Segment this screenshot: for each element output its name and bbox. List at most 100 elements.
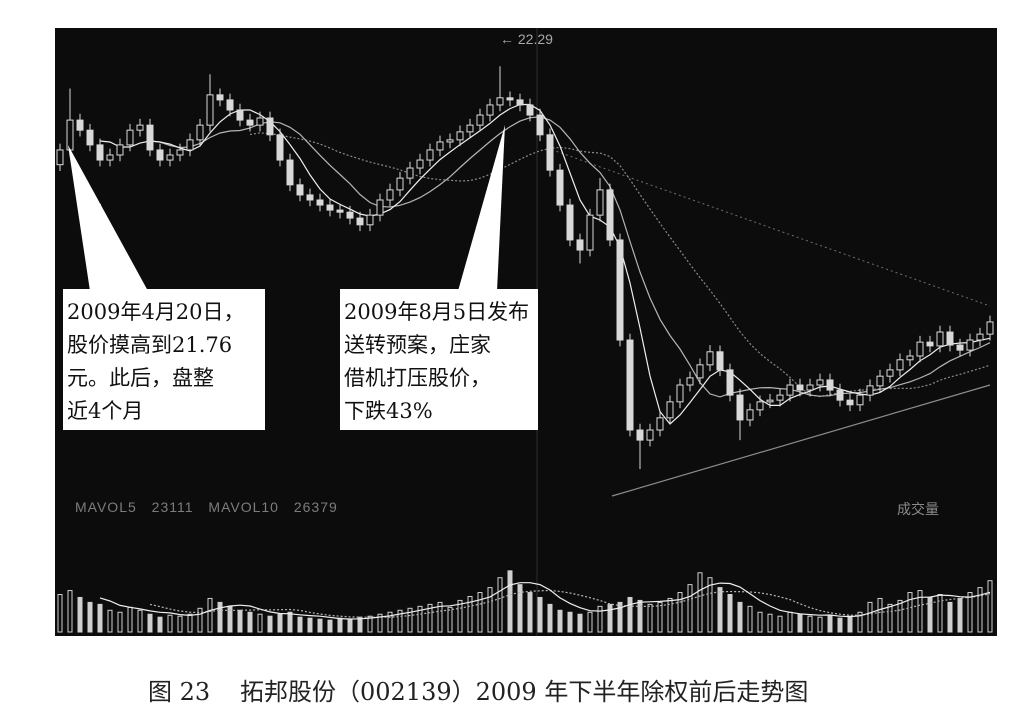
volume-bar <box>517 584 523 633</box>
callout-line: 送转预案，庄家 <box>344 333 491 357</box>
candle <box>216 88 224 107</box>
candle <box>526 98 534 122</box>
callout-pointer-2 <box>458 125 505 291</box>
candle <box>696 358 704 385</box>
candle <box>126 123 134 152</box>
candle <box>816 373 824 392</box>
candle-body <box>376 199 384 216</box>
candle <box>376 193 384 222</box>
candle-body <box>886 369 894 377</box>
candle-body <box>476 114 484 126</box>
candle-body <box>446 139 454 143</box>
candle-body <box>766 399 774 403</box>
volume-bar <box>687 584 693 633</box>
volume-bar <box>257 613 263 633</box>
candle-body <box>736 394 744 421</box>
volume-bar <box>567 611 573 633</box>
candle <box>386 183 394 207</box>
candle <box>266 111 274 142</box>
candle-body <box>636 429 644 441</box>
candle <box>956 338 964 357</box>
candle-body <box>486 104 494 116</box>
candle-body <box>706 351 714 366</box>
candle-body <box>336 209 344 213</box>
candle-body <box>316 199 324 206</box>
volume-bar <box>337 617 343 633</box>
candle-body <box>646 429 654 441</box>
candle <box>736 388 744 441</box>
candle-body <box>496 97 504 106</box>
candle-body <box>256 117 264 126</box>
volume-bar <box>627 596 633 633</box>
candle-body <box>926 341 934 347</box>
volume-bar <box>957 597 963 633</box>
candle-body <box>946 331 954 346</box>
volume-bar <box>907 592 913 633</box>
candle <box>86 123 94 152</box>
volume-bar <box>87 601 93 633</box>
candle <box>946 325 954 352</box>
figure-number: 图 23 <box>148 678 211 706</box>
candle-body <box>696 364 704 379</box>
candle-body <box>416 159 424 169</box>
candle <box>66 88 74 157</box>
volume-bar <box>197 607 203 633</box>
candle <box>446 133 454 149</box>
candle-body <box>136 124 144 131</box>
candle <box>546 128 554 177</box>
volume-bar <box>497 577 503 633</box>
candle <box>536 108 544 142</box>
candle <box>406 161 414 185</box>
volume-bar <box>507 570 513 633</box>
candle <box>706 345 714 372</box>
candle <box>456 125 464 147</box>
max-price-marker: ← 22.29 <box>500 31 553 47</box>
volume-bar <box>877 597 883 633</box>
volume-bar <box>717 587 723 633</box>
volume-bar <box>817 616 823 633</box>
callout-box-2: 2009年8月5日发布 送转预案，庄家 借机打压股价， 下跌43% <box>340 289 538 430</box>
trend-line-upper <box>546 147 991 307</box>
volume-bar <box>887 603 893 633</box>
volume-bar <box>187 613 193 633</box>
candle <box>316 193 324 212</box>
candle <box>906 349 914 367</box>
candle-body <box>386 189 394 201</box>
volume-bar <box>97 603 103 633</box>
candle-body <box>66 119 74 151</box>
candle-body <box>936 331 944 347</box>
candle <box>916 335 924 363</box>
volume-bar <box>407 607 413 633</box>
volume-bar-series <box>57 570 993 633</box>
candle <box>436 135 444 157</box>
volume-bar <box>57 594 63 633</box>
max-price-label: 22.29 <box>517 31 553 47</box>
volume-bar <box>177 615 183 633</box>
mavol10-line <box>149 589 991 618</box>
candle-body <box>396 177 404 191</box>
volume-bar <box>827 614 833 633</box>
volume-bar <box>457 599 463 633</box>
candle-body <box>576 239 584 251</box>
callout-pointer-1 <box>68 145 148 291</box>
candle-body <box>116 144 124 156</box>
volume-bar <box>947 601 953 633</box>
candle-body <box>516 99 524 106</box>
volume-bar <box>777 615 783 633</box>
candle <box>896 353 904 377</box>
volume-bar <box>847 615 853 633</box>
candle <box>256 111 264 132</box>
candle-body <box>776 394 784 401</box>
candle-body <box>846 399 854 406</box>
candle <box>136 118 144 137</box>
volume-bar <box>127 606 133 633</box>
candle <box>176 143 184 162</box>
candle-body <box>56 149 64 166</box>
candle-body <box>786 384 794 396</box>
figure-caption: 拓邦股份（002139）2009 年下半年除权前后走势图 <box>240 678 809 706</box>
candle <box>936 325 944 353</box>
candle-body <box>876 375 884 387</box>
volume-bar <box>527 592 533 633</box>
volume-bar <box>737 601 743 633</box>
volume-bar <box>767 613 773 633</box>
